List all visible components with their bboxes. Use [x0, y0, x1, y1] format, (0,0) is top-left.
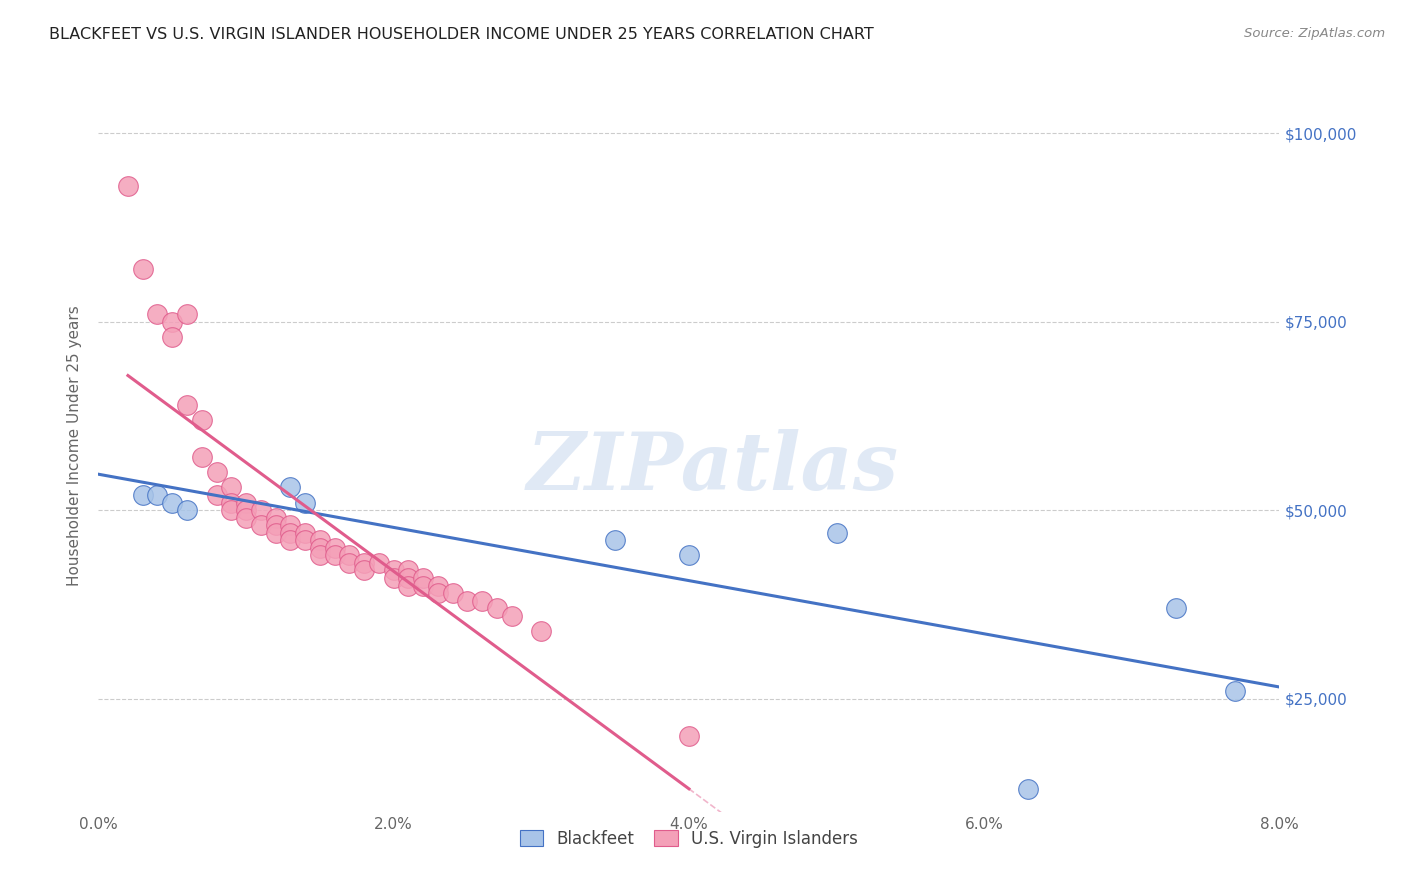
- Point: [427, 578, 450, 592]
- Point: [162, 495, 183, 509]
- Point: [825, 525, 848, 540]
- Legend: Blackfeet, U.S. Virgin Islanders: Blackfeet, U.S. Virgin Islanders: [513, 823, 865, 855]
- Point: [280, 533, 302, 548]
- Point: [250, 503, 273, 517]
- Point: [294, 495, 316, 509]
- Point: [412, 571, 434, 585]
- Point: [176, 307, 198, 321]
- Point: [221, 503, 243, 517]
- Point: [221, 495, 243, 509]
- Point: [398, 571, 420, 585]
- Point: [176, 503, 198, 517]
- Point: [309, 541, 332, 555]
- Point: [1225, 684, 1247, 698]
- Point: [398, 563, 420, 577]
- Point: [339, 549, 361, 563]
- Point: [205, 466, 228, 480]
- Point: [323, 549, 346, 563]
- Point: [280, 480, 302, 494]
- Point: [176, 398, 198, 412]
- Point: [250, 518, 273, 533]
- Point: [1018, 782, 1040, 797]
- Point: [353, 556, 375, 570]
- Point: [294, 525, 316, 540]
- Point: [221, 480, 243, 494]
- Point: [353, 563, 375, 577]
- Point: [457, 593, 479, 607]
- Point: [441, 586, 464, 600]
- Point: [264, 510, 287, 524]
- Point: [162, 329, 183, 343]
- Text: Source: ZipAtlas.com: Source: ZipAtlas.com: [1244, 27, 1385, 40]
- Point: [294, 533, 316, 548]
- Point: [146, 307, 169, 321]
- Point: [132, 261, 155, 276]
- Point: [235, 510, 257, 524]
- Point: [309, 533, 332, 548]
- Point: [280, 525, 302, 540]
- Point: [323, 541, 346, 555]
- Point: [501, 608, 523, 623]
- Point: [132, 488, 155, 502]
- Point: [471, 593, 494, 607]
- Point: [205, 488, 228, 502]
- Text: BLACKFEET VS U.S. VIRGIN ISLANDER HOUSEHOLDER INCOME UNDER 25 YEARS CORRELATION : BLACKFEET VS U.S. VIRGIN ISLANDER HOUSEH…: [49, 27, 875, 42]
- Point: [235, 495, 257, 509]
- Point: [339, 556, 361, 570]
- Point: [382, 571, 405, 585]
- Point: [117, 178, 139, 193]
- Text: ZIPatlas: ZIPatlas: [526, 429, 898, 507]
- Point: [162, 315, 183, 329]
- Point: [486, 601, 509, 615]
- Point: [368, 556, 391, 570]
- Point: [191, 412, 214, 426]
- Point: [382, 563, 405, 577]
- Point: [264, 518, 287, 533]
- Point: [530, 624, 553, 638]
- Point: [1166, 601, 1188, 615]
- Point: [605, 533, 627, 548]
- Point: [678, 549, 700, 563]
- Point: [678, 729, 700, 743]
- Point: [309, 549, 332, 563]
- Point: [146, 488, 169, 502]
- Y-axis label: Householder Income Under 25 years: Householder Income Under 25 years: [67, 306, 83, 586]
- Point: [427, 586, 450, 600]
- Point: [398, 578, 420, 592]
- Point: [412, 578, 434, 592]
- Point: [264, 525, 287, 540]
- Point: [280, 518, 302, 533]
- Point: [235, 503, 257, 517]
- Point: [191, 450, 214, 465]
